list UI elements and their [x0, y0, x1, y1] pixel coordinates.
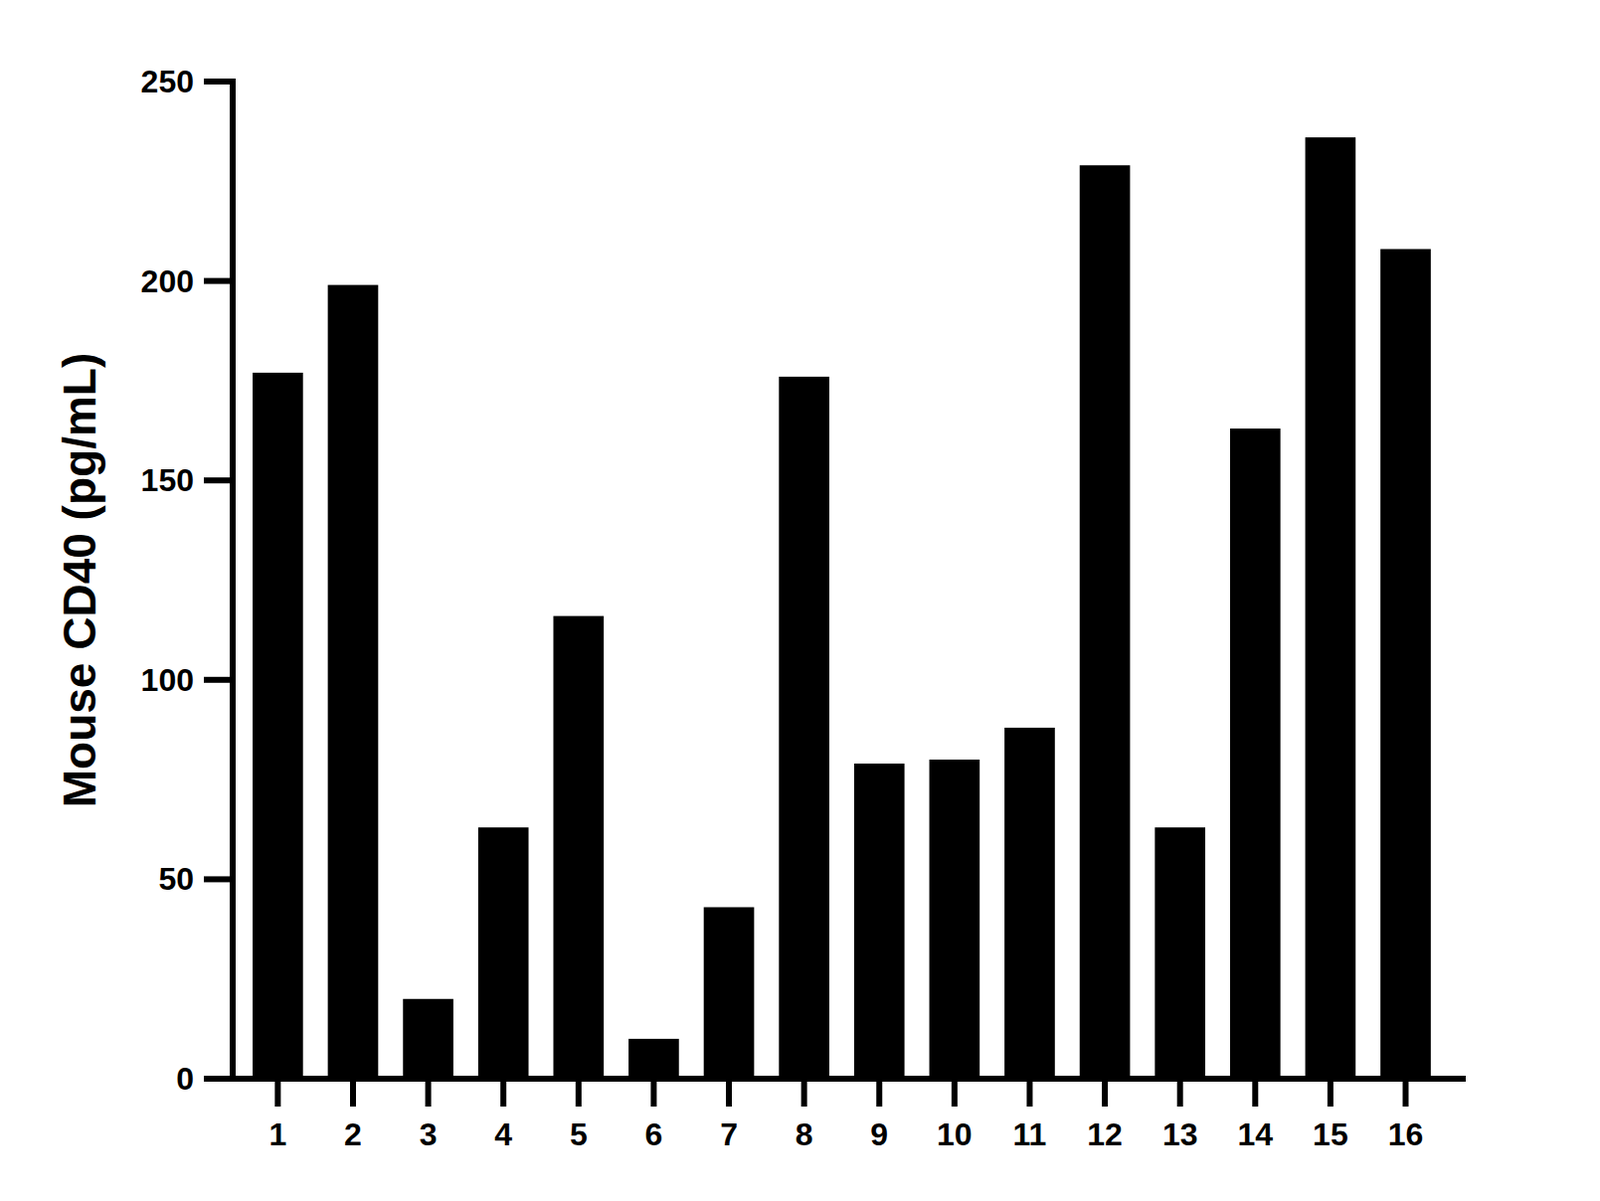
y-tick-label: 150: [141, 462, 194, 499]
bar: [628, 1039, 680, 1079]
bar: [929, 759, 981, 1079]
x-tick-label: 7: [719, 1116, 738, 1153]
x-tick-label: 2: [344, 1116, 362, 1153]
bar: [328, 285, 379, 1079]
bars: [252, 137, 1431, 1079]
x-tick: [1101, 1078, 1108, 1107]
x-tick: [1327, 1078, 1334, 1107]
y-tick: [203, 1075, 233, 1082]
bar: [402, 999, 454, 1079]
x-tick-label: 12: [1086, 1116, 1123, 1153]
x-tick-label: 5: [569, 1116, 588, 1153]
bar: [552, 616, 604, 1079]
x-tick: [1026, 1078, 1033, 1107]
x-tick-label: 16: [1388, 1116, 1424, 1153]
bar: [1079, 165, 1131, 1079]
y-tick: [203, 677, 233, 684]
x-tick-label: 10: [936, 1116, 973, 1153]
bar: [252, 372, 304, 1079]
x-tick: [1177, 1078, 1184, 1107]
bar: [1004, 727, 1056, 1079]
x-tick: [350, 1078, 356, 1107]
bar: [1230, 428, 1281, 1079]
y-axis: [229, 78, 236, 1082]
x-tick: [725, 1078, 732, 1107]
x-tick: [1251, 1078, 1258, 1107]
x-tick-label: 9: [870, 1116, 889, 1153]
x-tick: [801, 1078, 808, 1107]
y-tick: [203, 876, 233, 883]
x-tick: [1403, 1078, 1410, 1107]
x-tick-label: 8: [795, 1116, 814, 1153]
x-axis: [203, 1075, 1466, 1082]
x-tick: [650, 1078, 657, 1107]
x-tick: [876, 1078, 883, 1107]
y-tick-label: 100: [141, 662, 194, 699]
x-tick-label: 1: [268, 1116, 287, 1153]
y-axis-title: Mouse CD40 (pg/mL): [53, 353, 106, 808]
x-tick-label: 4: [494, 1116, 513, 1153]
y-tick: [203, 477, 233, 484]
x-tick: [951, 1078, 958, 1107]
x-tick-label: 3: [419, 1116, 438, 1153]
bar: [854, 763, 905, 1079]
x-tick: [425, 1078, 432, 1107]
x-tick-label: 6: [645, 1116, 664, 1153]
y-tick: [203, 78, 233, 85]
y-tick: [203, 278, 233, 285]
bar: [1380, 249, 1431, 1079]
x-tick: [274, 1078, 281, 1107]
x-tick-label: 14: [1237, 1116, 1273, 1153]
y-tick-label: 250: [141, 63, 194, 100]
y-tick-label: 50: [158, 861, 194, 897]
x-tick-label: 15: [1312, 1116, 1349, 1153]
x-tick: [575, 1078, 582, 1107]
chart: 05010015020025012345678910111213141516Mo…: [0, 0, 1600, 1201]
x-tick: [500, 1078, 507, 1107]
bar: [1305, 137, 1357, 1079]
bar: [778, 376, 830, 1079]
y-tick-label: 200: [141, 263, 194, 300]
y-tick-label: 0: [176, 1061, 194, 1097]
bar: [704, 906, 755, 1079]
x-tick-label: 11: [1013, 1116, 1048, 1153]
x-tick-label: 13: [1162, 1116, 1199, 1153]
bar: [478, 827, 530, 1079]
bar: [1154, 827, 1206, 1079]
